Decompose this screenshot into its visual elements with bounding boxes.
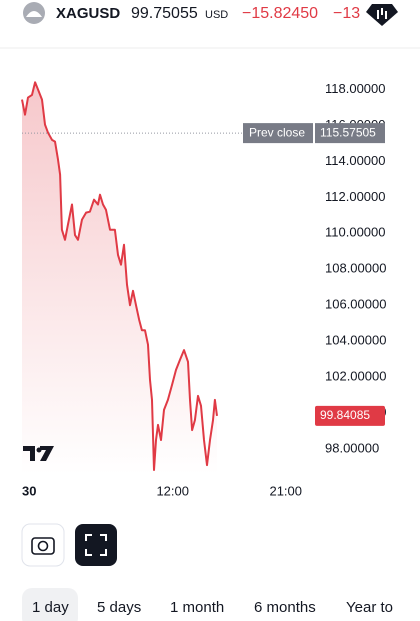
tab[interactable]: 5 days <box>97 599 141 616</box>
x-tick-label: 12:00 <box>156 483 189 498</box>
camera-lens <box>37 540 49 552</box>
tab[interactable]: 1 day <box>32 599 69 616</box>
y-tick-label: 98.00000 <box>325 440 379 455</box>
tab[interactable]: 1 month <box>170 599 224 616</box>
fullscreen-icon <box>85 534 107 556</box>
tab[interactable]: 6 months <box>254 599 316 616</box>
fullscreen-button[interactable] <box>75 524 117 566</box>
y-tick-label: 104.00000 <box>325 333 386 348</box>
prev-close-label: Prev close <box>249 125 305 139</box>
change: −15.82450 <box>242 5 318 22</box>
screenshot-button[interactable] <box>21 523 65 567</box>
prev-close-label-bg <box>243 123 313 144</box>
prev-close-value-bg <box>315 123 385 144</box>
y-tick-label: 110.00000 <box>325 225 386 240</box>
y-tick-label: 112.00000 <box>325 189 386 204</box>
badge-icon-bars <box>377 8 387 19</box>
y-tick-label: 108.00000 <box>325 261 386 276</box>
x-tick-label: 21:00 <box>269 483 302 498</box>
y-tick-label: 118.00000 <box>325 81 386 96</box>
y-tick-label: 114.00000 <box>325 153 386 168</box>
prev-close-value: 115.57505 <box>320 125 376 139</box>
camera-icon <box>31 537 55 555</box>
tab[interactable]: Year to <box>346 599 393 616</box>
price-line <box>21 81 218 471</box>
symbol: XAGUSD <box>56 5 120 22</box>
area <box>22 82 218 476</box>
currency: USD <box>205 9 228 21</box>
x-tick-label: 30 <box>22 483 36 498</box>
last-price-bg <box>315 405 385 426</box>
last-price-label: 99.84085 <box>320 408 370 422</box>
price: 99.75055 <box>131 5 198 22</box>
symbol-icon-shape <box>26 11 42 17</box>
change-percent: −13 <box>333 5 360 22</box>
y-tick-label: 106.00000 <box>325 297 386 312</box>
y-tick-label: 102.00000 <box>325 368 386 383</box>
active-tab-bg <box>22 588 78 621</box>
